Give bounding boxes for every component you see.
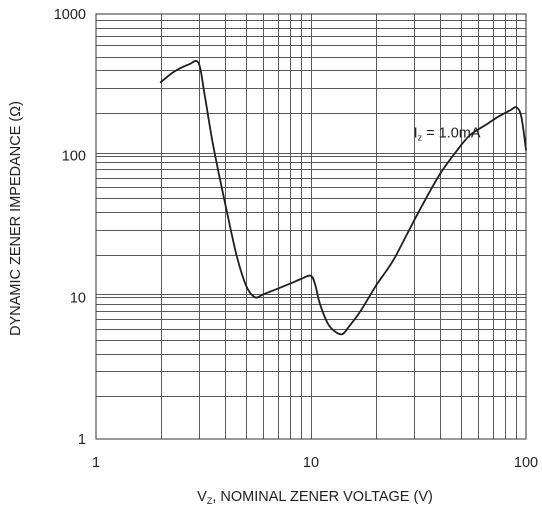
- y-tick-label: 1: [78, 432, 86, 448]
- impedance-curve: [159, 60, 527, 336]
- grid: [96, 14, 526, 439]
- y-tick-label: 10: [70, 290, 86, 306]
- plot-area-frame: [95, 13, 527, 440]
- x-tick-label: 100: [514, 455, 538, 471]
- x-tick-label: 1: [92, 455, 100, 471]
- series-layer: [159, 60, 527, 336]
- y-tick-label: 1000: [54, 7, 86, 23]
- tick-labels: 1 10 100 1 10 100 1000: [54, 7, 538, 471]
- x-tick-label: 10: [303, 455, 319, 471]
- y-axis-label: DYNAMIC ZENER IMPEDANCE (Ω): [8, 101, 24, 336]
- test-current-annotation: Iz = 1.0mA: [414, 126, 481, 143]
- x-axis-label: VZ, NOMINAL ZENER VOLTAGE (V): [197, 489, 433, 506]
- y-tick-label: 100: [62, 149, 86, 165]
